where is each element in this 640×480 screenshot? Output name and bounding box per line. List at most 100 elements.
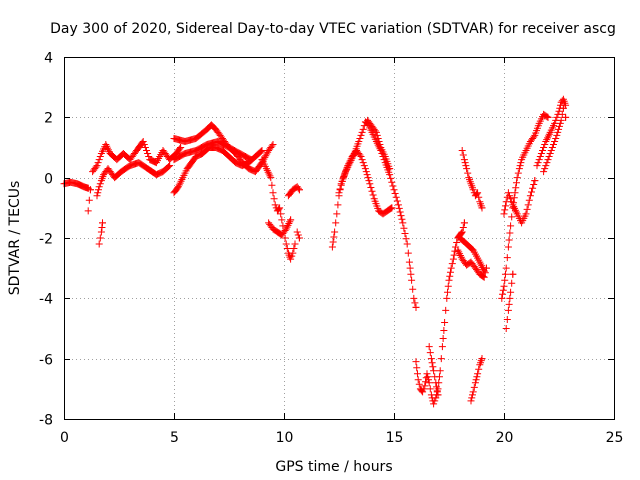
data-point <box>540 168 548 176</box>
data-point <box>94 159 102 167</box>
data-point <box>511 206 519 214</box>
data-point <box>400 224 408 232</box>
y-tick-label: -2 <box>39 232 53 248</box>
data-point <box>433 387 441 395</box>
data-point <box>267 174 275 182</box>
data-point <box>295 234 303 242</box>
data-point <box>439 335 447 343</box>
data-point <box>562 113 570 121</box>
data-point <box>338 177 346 185</box>
data-point <box>431 397 439 405</box>
data-point <box>268 181 276 189</box>
data-point <box>293 228 301 236</box>
data-point <box>461 159 469 167</box>
data-point <box>480 273 488 281</box>
data-point <box>499 290 507 298</box>
data-point <box>500 210 508 218</box>
data-point <box>95 240 103 248</box>
data-point <box>177 144 185 151</box>
data-point <box>544 134 552 142</box>
data-point <box>276 204 284 212</box>
data-point <box>399 219 407 227</box>
data-point <box>498 294 506 302</box>
data-point <box>372 128 380 136</box>
data-point <box>503 254 511 262</box>
data-point <box>441 318 449 326</box>
data-point <box>266 172 274 180</box>
data-point <box>526 192 534 200</box>
data-point <box>283 223 291 231</box>
data-point <box>363 171 371 179</box>
data-point <box>295 186 303 194</box>
data-point <box>462 162 470 170</box>
data-point <box>333 210 341 218</box>
data-point <box>468 394 476 402</box>
data-point <box>512 179 520 187</box>
data-point <box>423 370 431 378</box>
data-point <box>557 116 565 124</box>
data-point <box>460 219 468 227</box>
y-axis-label: SDTVAR / TECUs <box>7 181 23 296</box>
data-point <box>287 255 295 263</box>
data-point <box>328 243 336 251</box>
data-point <box>454 246 462 254</box>
data-point <box>544 113 552 121</box>
data-point <box>506 192 513 200</box>
data-point <box>464 169 472 177</box>
data-point <box>558 110 566 118</box>
data-point <box>515 165 523 173</box>
data-point <box>360 162 368 170</box>
data-point <box>440 327 448 335</box>
data-point <box>277 210 285 218</box>
data-point <box>431 373 439 381</box>
data-point <box>553 113 561 121</box>
data-point <box>93 162 101 170</box>
data-point <box>286 218 294 226</box>
data-point <box>543 136 551 144</box>
data-point <box>421 382 429 390</box>
data-point <box>390 186 398 194</box>
data-point <box>94 186 102 194</box>
data-point <box>408 276 416 284</box>
data-point <box>544 132 552 140</box>
data-point <box>499 286 507 294</box>
data-point <box>397 212 405 220</box>
data-point <box>541 165 549 173</box>
data-point <box>458 147 466 155</box>
data-point <box>511 204 519 212</box>
data-point <box>393 197 401 205</box>
data-point <box>355 137 363 145</box>
data-point <box>283 245 291 253</box>
data-point <box>456 250 464 258</box>
data-point <box>412 358 420 366</box>
data-point <box>394 201 402 209</box>
data-point <box>537 150 545 158</box>
data-point <box>140 140 148 148</box>
data-point <box>336 185 344 193</box>
data-point <box>178 175 186 183</box>
data-point <box>444 282 452 290</box>
data-point <box>367 183 375 191</box>
data-point <box>432 379 440 387</box>
data-point <box>392 193 400 201</box>
data-point <box>425 343 433 351</box>
data-point <box>504 243 512 251</box>
data-point <box>513 174 521 182</box>
data-point <box>501 206 509 214</box>
data-point <box>425 379 433 387</box>
data-point <box>139 137 147 145</box>
data-point <box>356 134 364 142</box>
data-point <box>523 205 531 213</box>
data-point <box>544 156 552 164</box>
data-point <box>407 270 415 278</box>
data-point <box>508 198 516 206</box>
data-point <box>144 150 152 158</box>
data-point <box>502 264 510 272</box>
data-point <box>500 282 508 290</box>
data-point <box>426 349 434 357</box>
data-point <box>375 137 383 145</box>
data-point <box>166 162 174 170</box>
data-point <box>507 288 515 296</box>
data-point <box>98 223 106 231</box>
